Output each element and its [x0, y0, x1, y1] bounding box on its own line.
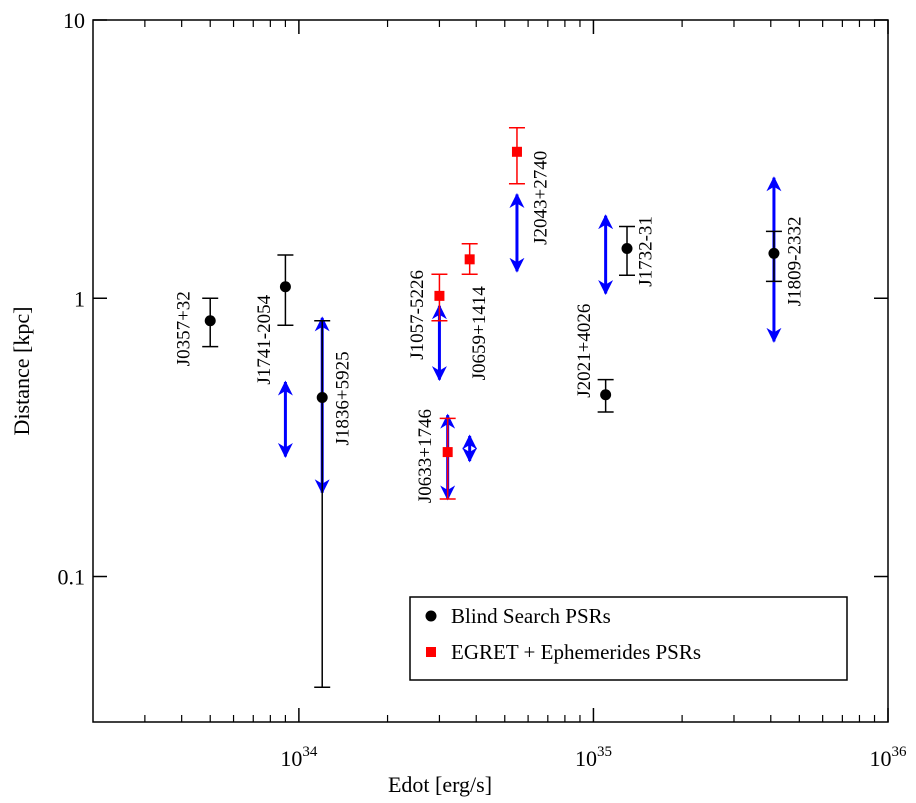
data-point: [442, 447, 453, 458]
data-point: [621, 242, 633, 254]
y-tick-label: 10: [63, 8, 85, 33]
point-label: J1732-31: [635, 216, 656, 287]
point-label: J0357+32: [174, 291, 195, 366]
legend-label: Blind Search PSRs: [451, 604, 611, 628]
point-label: J0659+1414: [469, 286, 490, 381]
data-point: [279, 281, 291, 293]
point-label: J2021+4026: [574, 304, 595, 398]
point-label: J1809-2332: [784, 216, 805, 306]
x-tick-exponent: 35: [597, 744, 612, 760]
legend-box: [409, 596, 848, 681]
data-point: [204, 315, 216, 327]
data-point: [316, 391, 328, 403]
y-axis-label: Distance [kpc]: [9, 307, 34, 436]
legend-label: EGRET + Ephemerides PSRs: [451, 640, 701, 664]
x-tick-exponent: 34: [302, 744, 318, 760]
point-label: J1836+5925: [333, 351, 354, 445]
y-tick-label: 1: [74, 286, 85, 311]
point-label: J1741-2054: [254, 294, 275, 384]
point-label: J0633+1746: [415, 409, 436, 503]
plot-frame: [92, 19, 889, 723]
data-point: [434, 290, 445, 301]
x-tick-exponent: 36: [892, 744, 908, 760]
x-tick-label: 1036: [870, 744, 908, 771]
x-tick-base: 10: [870, 746, 892, 771]
x-tick-label: 1034: [280, 744, 318, 771]
y-tick-label: 0.1: [58, 565, 86, 590]
legend-marker: [426, 647, 436, 657]
x-tick-base: 10: [575, 746, 597, 771]
data-point: [511, 146, 522, 157]
point-label: J2043+2740: [530, 151, 551, 245]
x-axis-label: Edot [erg/s]: [388, 772, 492, 797]
data-point: [600, 389, 612, 401]
x-tick-label: 1035: [575, 744, 612, 771]
legend-marker: [425, 610, 437, 622]
data-point: [768, 247, 780, 259]
x-tick-base: 10: [280, 746, 302, 771]
data-point: [464, 254, 475, 265]
point-label: J1057-5226: [407, 270, 428, 360]
